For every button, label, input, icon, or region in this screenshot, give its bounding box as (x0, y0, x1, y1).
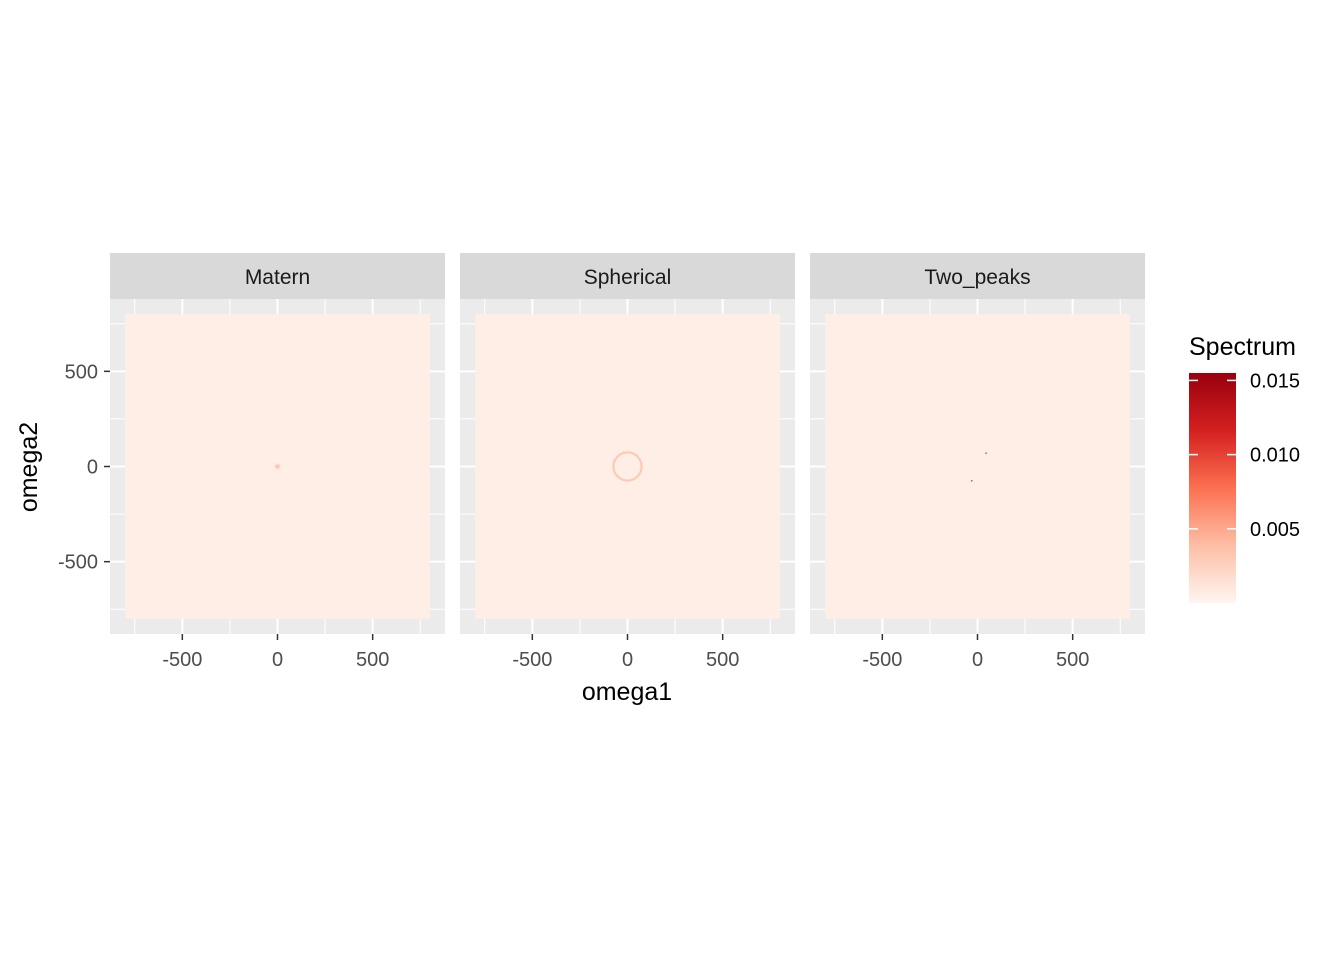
legend-colorbar (1189, 373, 1236, 603)
x-axis-title: omega1 (582, 678, 672, 706)
spectrum-ring-core (612, 451, 643, 482)
legend: Spectrum 0.005 0.010 0.015 (1189, 333, 1300, 603)
spectrum-peak (970, 479, 974, 483)
y-tick-label: 500 (65, 361, 98, 383)
legend-title: Spectrum (1189, 333, 1296, 361)
facet-two_peaks: Two_peaks (810, 253, 1145, 634)
legend-label: 0.015 (1250, 370, 1300, 392)
x-tick-label: 500 (1056, 649, 1089, 671)
facet-panels: Matern Spherical Two_peaks (110, 253, 1145, 634)
facet-strip-label: Two_peaks (924, 266, 1030, 289)
x-tick-label: -500 (862, 649, 902, 671)
facet-strip (810, 253, 1145, 299)
spectrum-peak (984, 451, 988, 455)
heatmap-tile (475, 314, 780, 619)
facet-strip (110, 253, 445, 299)
y-axis-title: omega2 (15, 422, 43, 512)
facet-strip (460, 253, 795, 299)
x-tick-label: 0 (272, 649, 283, 671)
facet-matern: Matern (110, 253, 445, 634)
spectrum-blob (273, 462, 282, 471)
legend-label: 0.010 (1250, 445, 1300, 467)
x-tick-label: -500 (512, 649, 552, 671)
x-tick-label: -500 (162, 649, 202, 671)
legend-label: 0.005 (1250, 519, 1300, 541)
facet-strip-label: Spherical (584, 266, 672, 289)
x-tick-label: 500 (706, 649, 739, 671)
x-tick-label: 0 (622, 649, 633, 671)
heatmap-tile (825, 314, 1130, 619)
x-tick-label: 0 (972, 649, 983, 671)
facet-strip-label: Matern (245, 266, 310, 289)
axes: omega1 omega2 -500 0 500 -500 0 500 -500 0 500 -5… (15, 361, 1089, 706)
facet-spherical: Spherical (460, 253, 795, 634)
y-tick-label: 0 (87, 457, 98, 479)
x-tick-label: 500 (356, 649, 389, 671)
y-tick-label: -500 (58, 552, 98, 574)
